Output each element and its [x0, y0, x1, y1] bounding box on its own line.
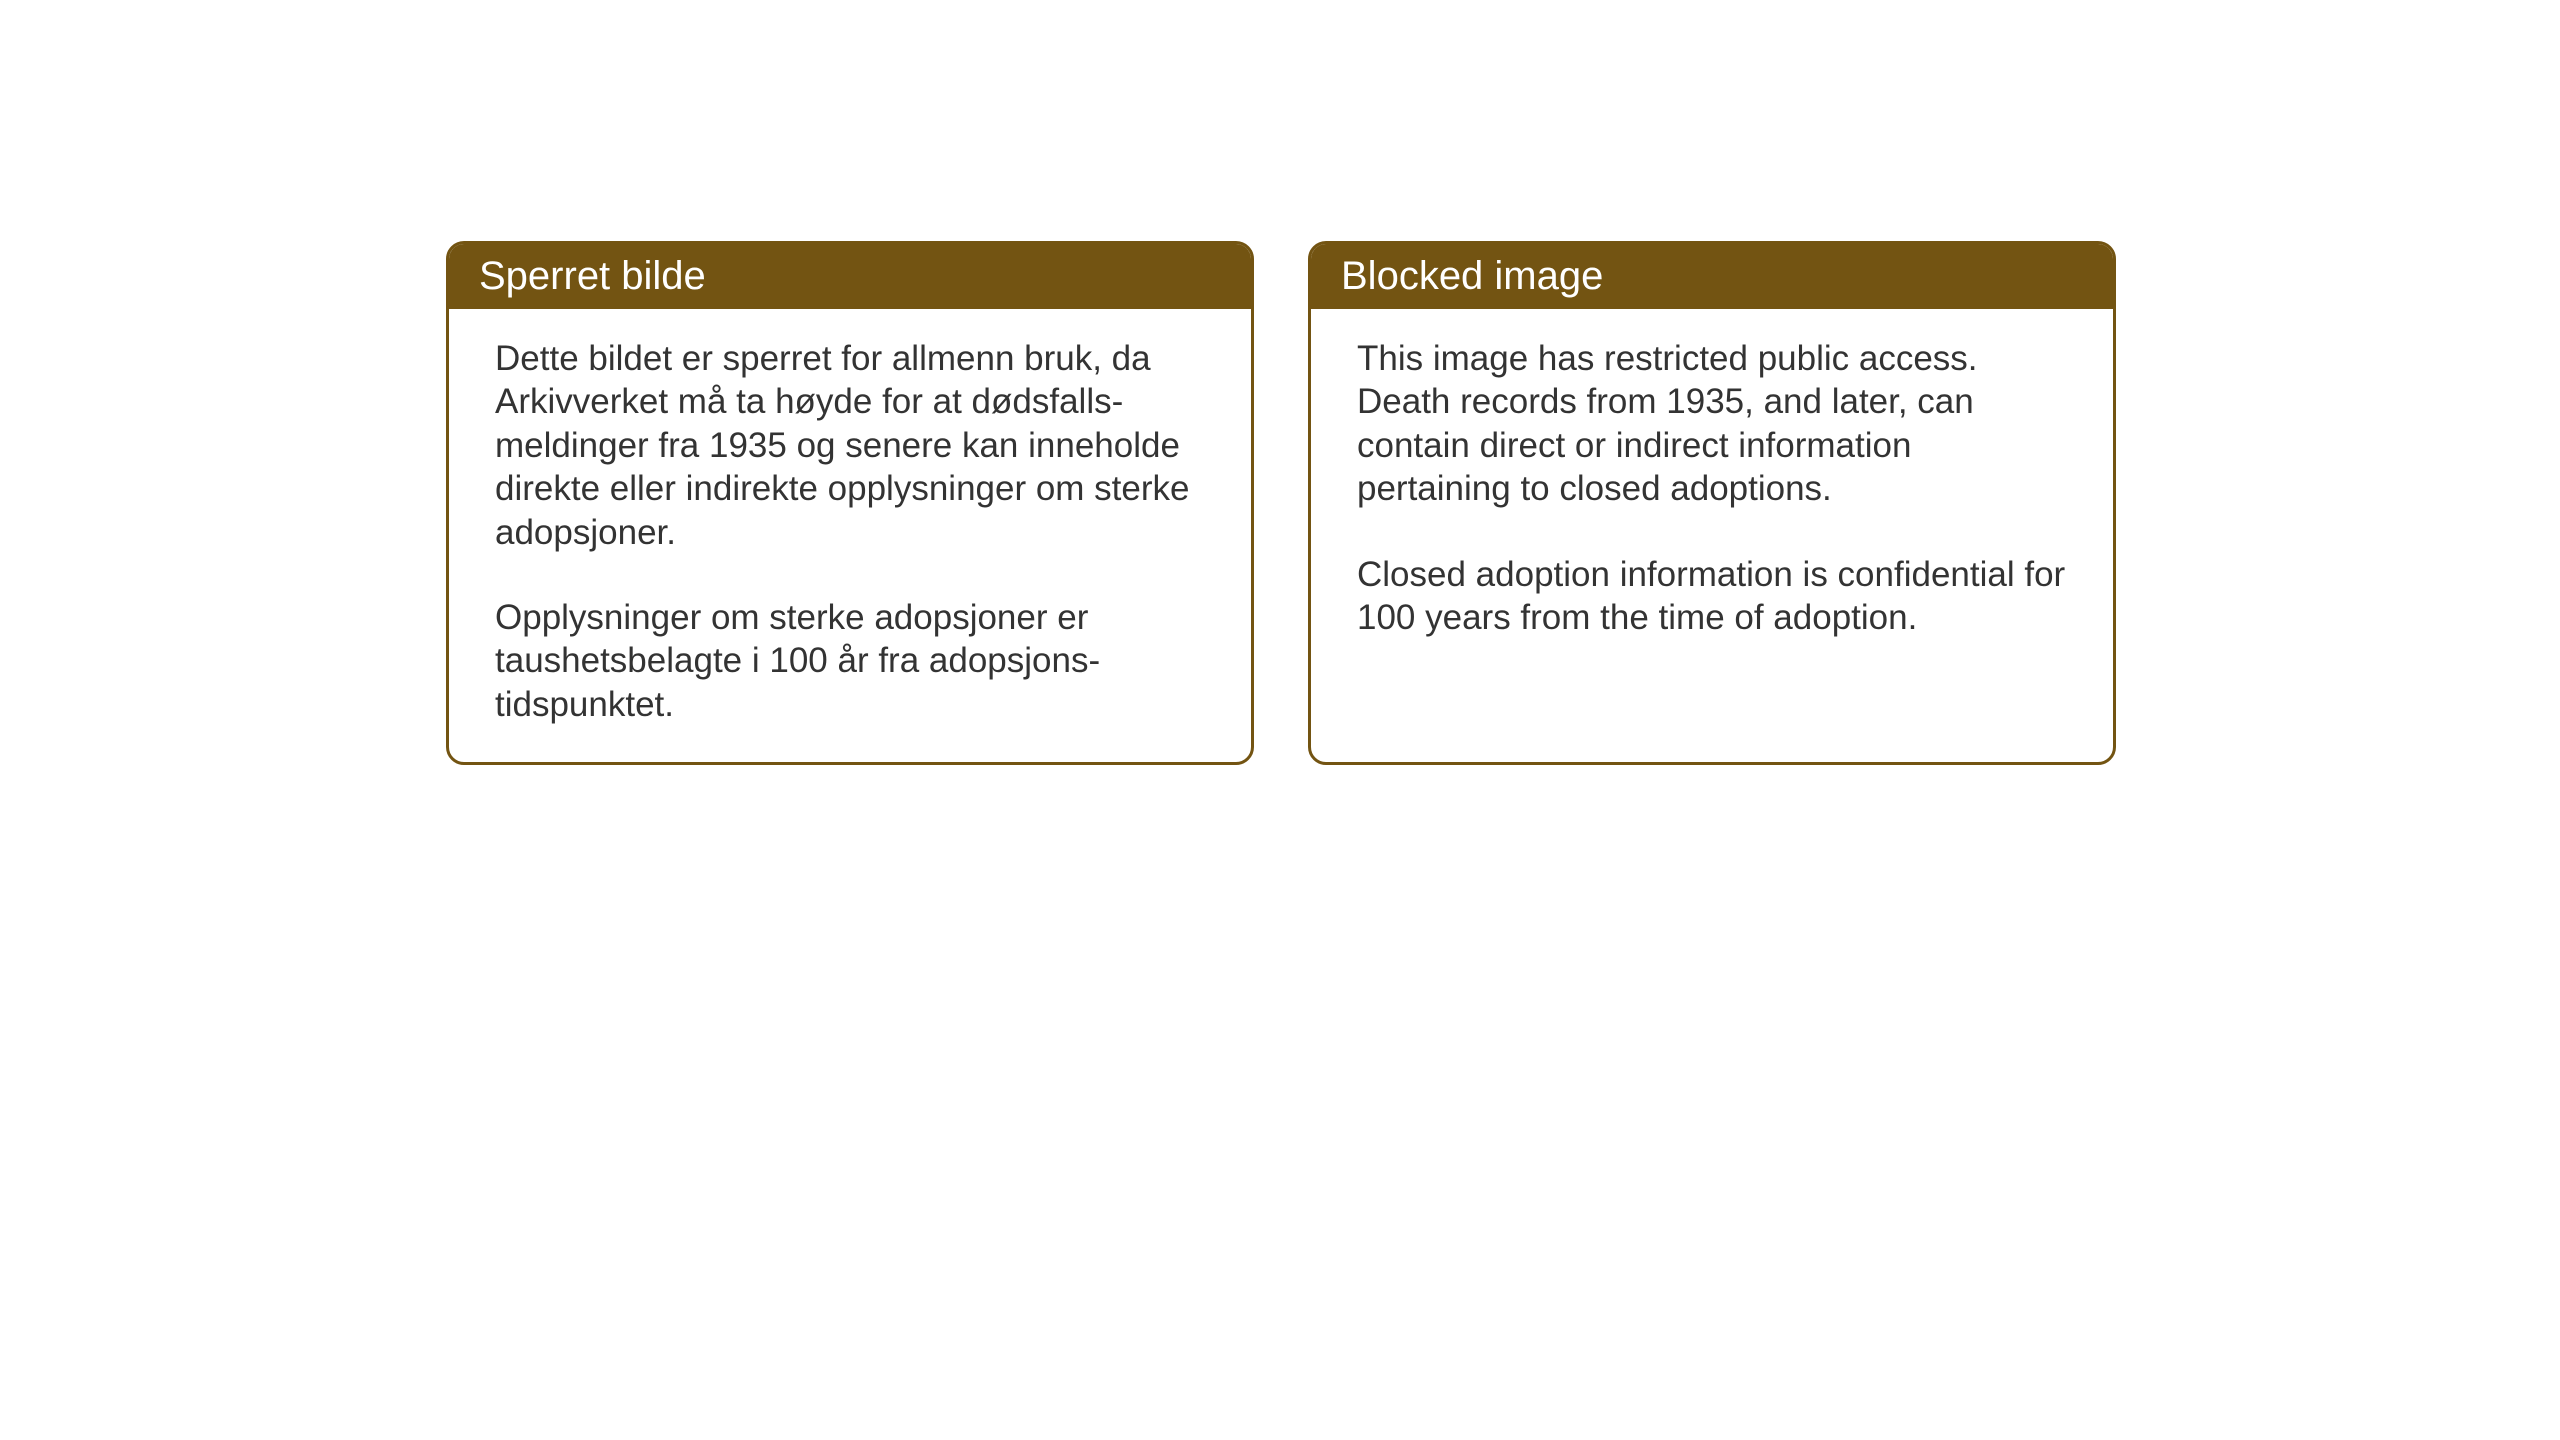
- norwegian-card-title: Sperret bilde: [479, 254, 706, 298]
- norwegian-card-body: Dette bildet er sperret for allmenn bruk…: [449, 309, 1251, 762]
- norwegian-paragraph-2: Opplysninger om sterke adopsjoner er tau…: [495, 596, 1205, 726]
- norwegian-card: Sperret bilde Dette bildet er sperret fo…: [446, 241, 1254, 765]
- english-card: Blocked image This image has restricted …: [1308, 241, 2116, 765]
- english-paragraph-1: This image has restricted public access.…: [1357, 337, 2067, 511]
- english-card-header: Blocked image: [1311, 244, 2113, 309]
- norwegian-card-header: Sperret bilde: [449, 244, 1251, 309]
- english-card-title: Blocked image: [1341, 254, 1603, 298]
- norwegian-paragraph-1: Dette bildet er sperret for allmenn bruk…: [495, 337, 1205, 554]
- english-paragraph-2: Closed adoption information is confident…: [1357, 553, 2067, 640]
- cards-container: Sperret bilde Dette bildet er sperret fo…: [446, 241, 2116, 765]
- english-card-body: This image has restricted public access.…: [1311, 309, 2113, 675]
